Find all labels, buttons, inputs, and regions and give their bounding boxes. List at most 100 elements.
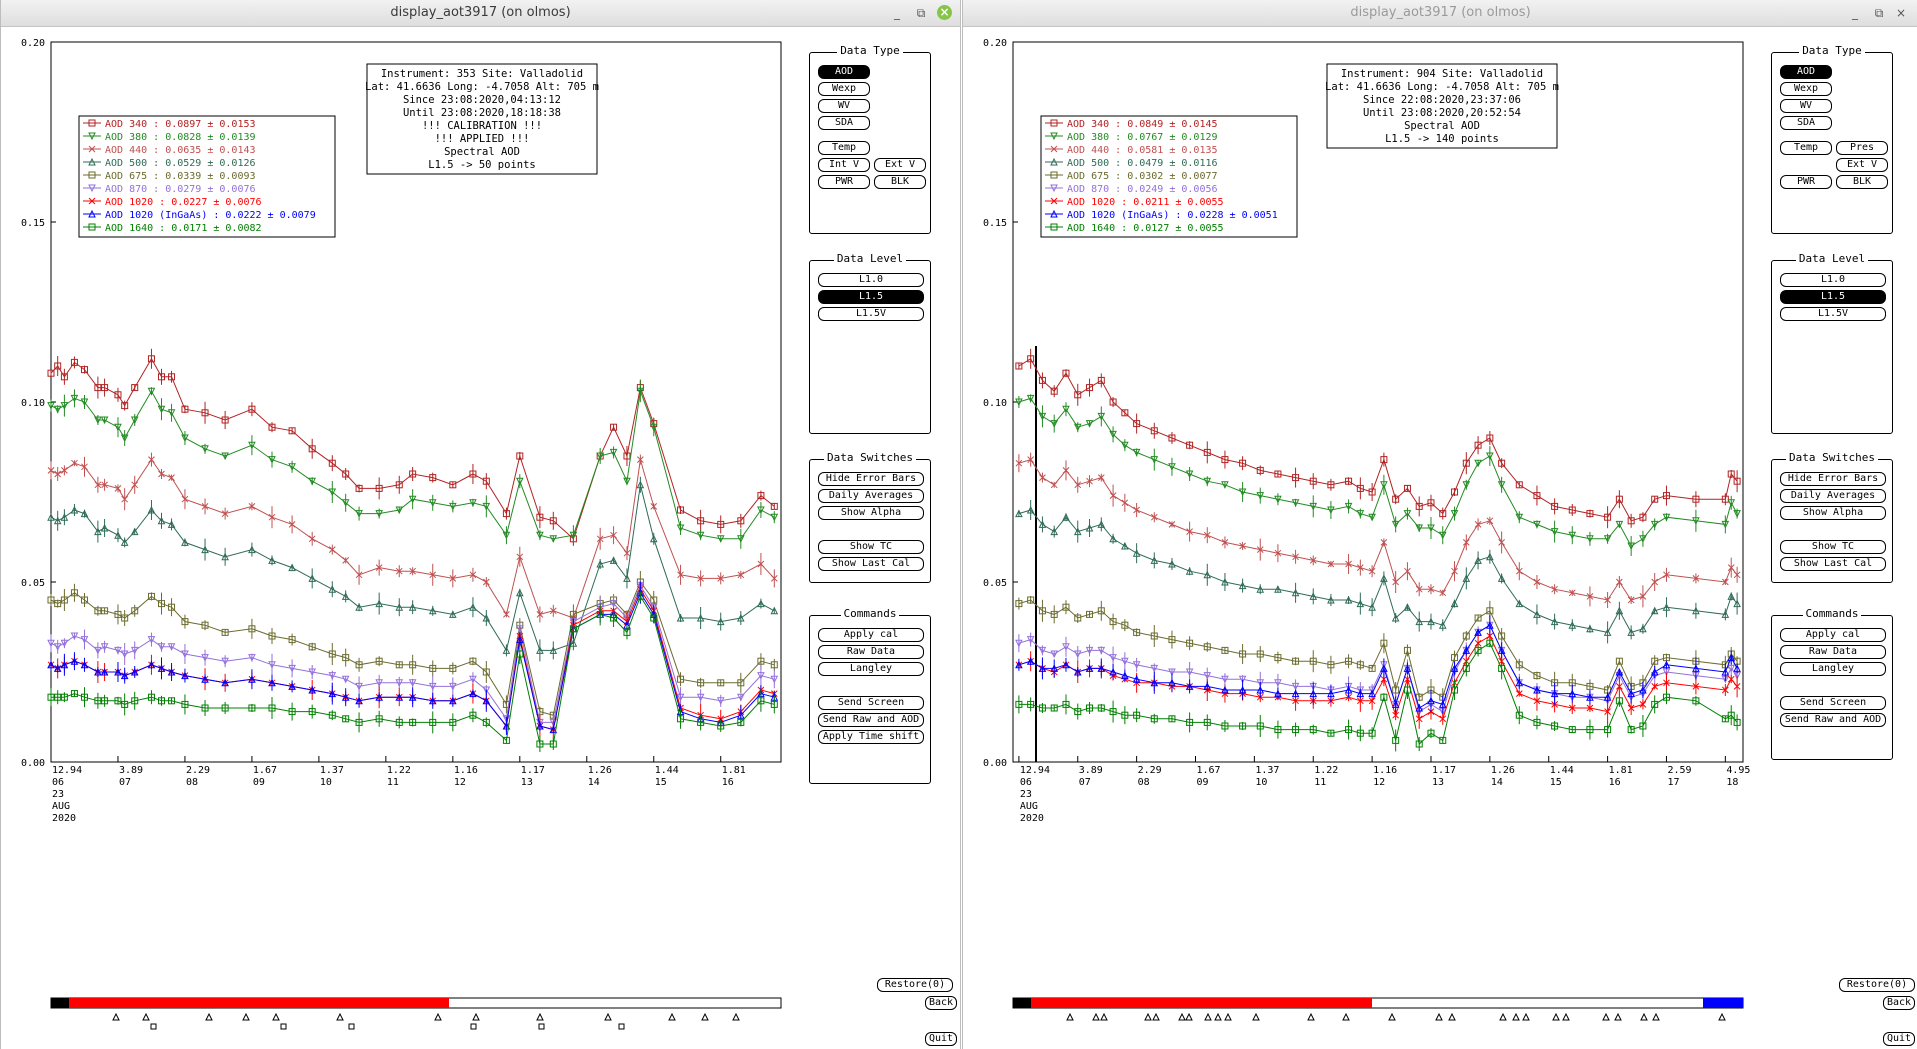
- right-btn-show-last-cal[interactable]: Show Last Cal: [1780, 557, 1886, 571]
- data-point: [1238, 581, 1247, 590]
- data-point: [167, 520, 176, 528]
- data-point: [1662, 654, 1670, 662]
- right-btn-send-raw-and-aod[interactable]: Send Raw and AOD: [1780, 713, 1886, 727]
- data-point: [1150, 456, 1159, 464]
- right-titlebar[interactable]: display_aot3917 (on olmos) _ ⧉ ×: [963, 0, 1917, 27]
- data-point: [650, 596, 658, 604]
- right-btn-hide-error-bars[interactable]: Hide Error Bars: [1780, 472, 1886, 486]
- data-point: [1474, 628, 1482, 636]
- data-point: [549, 740, 557, 748]
- left-btn-apply-cal[interactable]: Apply cal: [818, 628, 924, 642]
- data-point: [94, 667, 102, 676]
- right-btn-pwr[interactable]: PWR: [1780, 175, 1832, 189]
- data-point: [268, 704, 276, 712]
- left-btn-show-tc[interactable]: Show TC: [818, 540, 924, 554]
- right-btn-l15[interactable]: L1.5: [1780, 290, 1886, 304]
- left-btn-show-last-cal[interactable]: Show Last Cal: [818, 557, 924, 571]
- left-btn-raw-data[interactable]: Raw Data: [818, 645, 924, 659]
- data-point: [1380, 539, 1388, 546]
- left-btn-l15v[interactable]: L1.5V: [818, 307, 924, 321]
- restore-icon[interactable]: ⧉: [916, 6, 926, 20]
- left-btn-apply-time-shift[interactable]: Apply Time shift: [818, 730, 924, 744]
- data-point: [1074, 708, 1082, 716]
- left-btn-sda[interactable]: SDA: [818, 116, 870, 130]
- data-point: [770, 700, 778, 708]
- right-btn-temp[interactable]: Temp: [1780, 141, 1832, 155]
- data-point: [449, 502, 457, 511]
- legend-entry: AOD 870 : 0.0279 ± 0.0076: [105, 184, 256, 195]
- left-btn-ext-v[interactable]: Ext V: [874, 158, 926, 172]
- right-btn-show-tc[interactable]: Show TC: [1780, 540, 1886, 554]
- data-point: [1733, 718, 1741, 726]
- right-btn-ext-v[interactable]: Ext V: [1836, 158, 1888, 172]
- data-point: [168, 474, 175, 481]
- data-point: [428, 499, 437, 507]
- left-btn-wexp[interactable]: Wexp: [818, 82, 870, 96]
- data-point: [53, 643, 62, 651]
- left-restore-button[interactable]: Restore(0): [877, 978, 953, 992]
- right-btn-aod[interactable]: AOD: [1780, 65, 1832, 79]
- left-btn-temp[interactable]: Temp: [818, 141, 870, 155]
- data-point: [549, 517, 557, 525]
- x-tick-hour: 10: [320, 777, 332, 788]
- close-icon[interactable]: ×: [1895, 6, 1907, 20]
- left-btn-show-alpha[interactable]: Show Alpha: [818, 506, 924, 520]
- info-line: Since 23:08:2020,04:13:12: [403, 94, 561, 106]
- right-btn-daily-averages[interactable]: Daily Averages: [1780, 489, 1886, 503]
- x-tick-value: 3.89: [119, 765, 143, 776]
- data-point: [308, 668, 317, 677]
- left-btn-l15[interactable]: L1.5: [818, 290, 924, 304]
- left-btn-send-screen[interactable]: Send Screen: [818, 696, 924, 710]
- data-point: [1203, 570, 1212, 579]
- left-btn-langley[interactable]: Langley: [818, 662, 924, 676]
- left-data-level-title: Data Level: [833, 252, 907, 265]
- y-tick-label: 0.20: [21, 38, 45, 49]
- left-back-button[interactable]: Back: [925, 996, 957, 1010]
- series-aod-1640: [47, 591, 778, 752]
- right-btn-l10[interactable]: L1.0: [1780, 273, 1886, 287]
- left-btn-aod[interactable]: AOD: [818, 65, 870, 79]
- right-btn-pres[interactable]: Pres: [1836, 141, 1888, 155]
- left-btn-wv[interactable]: WV: [818, 99, 870, 113]
- x-tick-value: 1.81: [1609, 765, 1633, 776]
- right-btn-langley[interactable]: Langley: [1780, 662, 1886, 676]
- left-btn-l10[interactable]: L1.0: [818, 273, 924, 287]
- data-point: [60, 402, 69, 410]
- restore-icon[interactable]: ⧉: [1874, 6, 1884, 20]
- right-btn-show-alpha[interactable]: Show Alpha: [1780, 506, 1886, 520]
- right-restore-button[interactable]: Restore(0): [1839, 978, 1915, 992]
- right-btn-sda[interactable]: SDA: [1780, 116, 1832, 130]
- right-btn-send-screen[interactable]: Send Screen: [1780, 696, 1886, 710]
- data-point: [536, 611, 544, 618]
- left-quit-button[interactable]: Quit: [925, 1032, 957, 1046]
- left-btn-blk[interactable]: BLK: [874, 175, 926, 189]
- left-btn-daily-averages[interactable]: Daily Averages: [818, 489, 924, 503]
- right-btn-l15v[interactable]: L1.5V: [1780, 307, 1886, 321]
- data-point: [1439, 715, 1447, 723]
- data-point: [158, 470, 165, 478]
- right-btn-wv[interactable]: WV: [1780, 99, 1832, 113]
- right-btn-blk[interactable]: BLK: [1836, 175, 1888, 189]
- data-point: [1133, 420, 1141, 428]
- right-btn-raw-data[interactable]: Raw Data: [1780, 645, 1886, 659]
- x-tick-value: 1.81: [722, 765, 746, 776]
- timeline-square-icon: [348, 1023, 355, 1030]
- data-point: [1026, 394, 1035, 403]
- data-point: [101, 607, 109, 615]
- minimize-icon[interactable]: _: [1852, 6, 1858, 20]
- right-btn-wexp[interactable]: Wexp: [1780, 82, 1832, 96]
- data-point: [100, 523, 109, 532]
- data-point: [1603, 535, 1612, 543]
- left-btn-int-v[interactable]: Int V: [818, 158, 870, 172]
- left-btn-hide-error-bars[interactable]: Hide Error Bars: [818, 472, 924, 486]
- left-btn-send-raw-and-aod[interactable]: Send Raw and AOD: [818, 713, 924, 727]
- left-btn-pwr[interactable]: PWR: [818, 175, 870, 189]
- right-back-button[interactable]: Back: [1883, 996, 1915, 1010]
- left-titlebar[interactable]: display_aot3917 (on olmos) _ ⧉ ×: [1, 0, 960, 27]
- data-point: [1121, 621, 1129, 629]
- close-icon[interactable]: ×: [937, 5, 952, 20]
- data-point: [1274, 726, 1282, 734]
- minimize-icon[interactable]: _: [894, 6, 900, 20]
- right-btn-apply-cal[interactable]: Apply cal: [1780, 628, 1886, 642]
- right-quit-button[interactable]: Quit: [1883, 1032, 1915, 1046]
